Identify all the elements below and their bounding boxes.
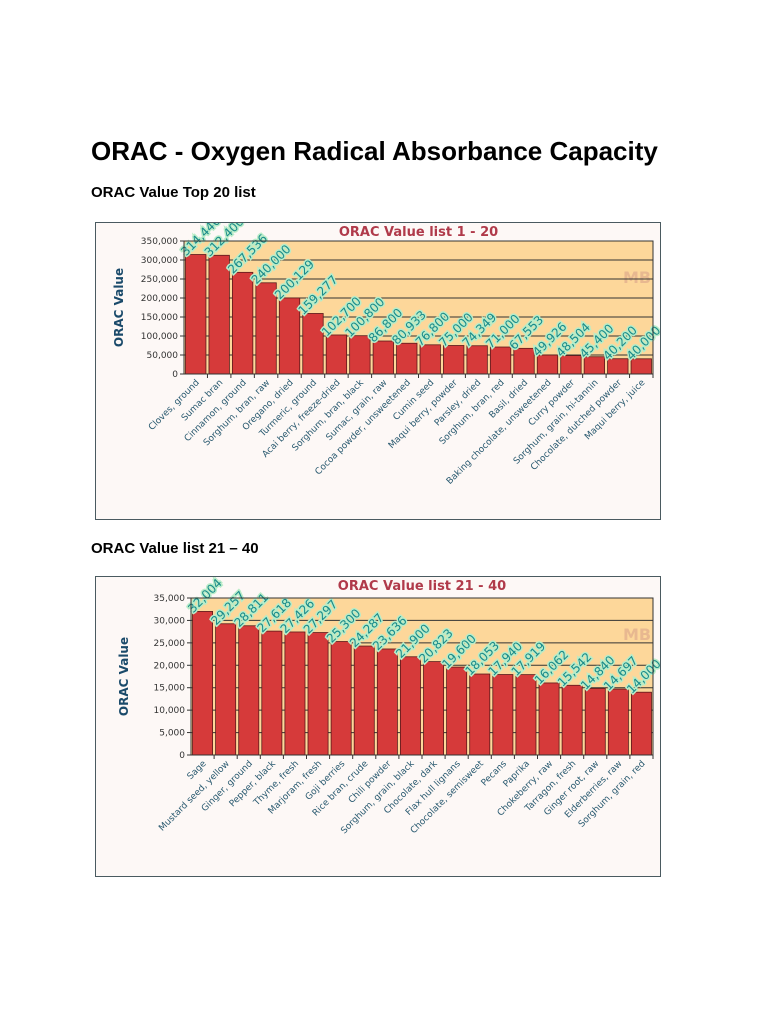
y-tick-label: 250,000	[141, 275, 178, 285]
y-tick-label: 0	[179, 751, 185, 761]
bar	[255, 282, 277, 375]
bar	[584, 688, 606, 756]
y-tick-label: 20,000	[154, 661, 186, 671]
watermark-logo: MB	[623, 268, 651, 287]
chart-orac-1-20: ORAC Value list 1 - 20 ORAC Value MB 0 50,00…	[95, 222, 661, 520]
y-tick-label: 100,000	[141, 332, 178, 342]
plot-border	[190, 597, 654, 756]
bar	[231, 271, 254, 375]
bar	[192, 611, 214, 756]
y-tick-label: 15,000	[154, 684, 186, 694]
bar	[443, 345, 465, 375]
bar	[561, 684, 583, 756]
y-tick-label: 35,000	[154, 594, 186, 604]
chart-title: ORAC Value list 21 - 40	[338, 579, 506, 594]
bar	[492, 674, 514, 756]
bar	[185, 254, 207, 375]
y-axis-label: ORAC Value	[117, 637, 131, 716]
bar	[284, 631, 306, 756]
y-tick-label: 50,000	[147, 351, 179, 361]
bar	[330, 641, 352, 756]
y-tick-label: 350,000	[141, 237, 178, 247]
y-tick-label: 150,000	[141, 313, 178, 323]
bar	[325, 334, 348, 375]
bar	[515, 674, 537, 756]
watermark-logo: MB	[623, 625, 651, 644]
bar	[396, 342, 418, 375]
bar	[208, 254, 230, 375]
chart-orac-21-40: ORAC Value list 21 - 40 ORAC Value MB 0 5,00…	[95, 576, 661, 877]
bar	[446, 666, 468, 756]
bar	[302, 313, 324, 375]
bar	[466, 345, 488, 375]
y-tick-label: 200,000	[141, 294, 178, 304]
section-heading-top20: ORAC Value Top 20 list	[91, 184, 256, 201]
plot-border	[183, 240, 654, 375]
bar	[489, 346, 512, 375]
y-tick-label: 10,000	[154, 706, 186, 716]
bar	[353, 645, 375, 756]
bar	[469, 673, 491, 756]
y-tick-label: 300,000	[141, 256, 178, 266]
y-tick-label: 5,000	[159, 729, 185, 739]
section-heading-21-40: ORAC Value list 21 – 40	[91, 540, 259, 557]
bar	[419, 344, 441, 375]
bar	[631, 691, 652, 756]
bar	[238, 625, 260, 756]
bar	[399, 656, 421, 756]
bar	[538, 682, 560, 756]
bar	[349, 335, 371, 375]
bar	[607, 688, 629, 756]
y-axis-label: ORAC Value	[112, 268, 126, 347]
bar	[307, 632, 329, 756]
bar	[215, 623, 237, 756]
page-title: ORAC - Oxygen Radical Absorbance Capacit…	[91, 136, 658, 166]
bar	[513, 347, 535, 375]
y-tick-label: 0	[172, 370, 178, 380]
chart-title: ORAC Value list 1 - 20	[339, 225, 498, 240]
bar	[372, 340, 394, 375]
bar	[376, 648, 398, 756]
bar	[423, 661, 445, 756]
y-tick-label: 25,000	[154, 639, 186, 649]
y-tick-label: 30,000	[154, 616, 186, 626]
bar	[261, 630, 283, 756]
